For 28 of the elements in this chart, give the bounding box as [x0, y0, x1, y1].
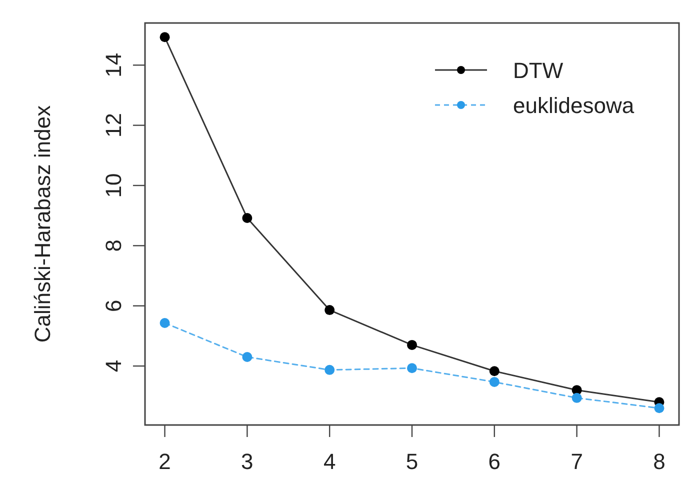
- y-tick-label: 8: [101, 240, 126, 252]
- point: [324, 305, 335, 316]
- x-tick-label: 6: [488, 449, 501, 474]
- legend-label: DTW: [513, 58, 564, 83]
- point: [407, 363, 417, 374]
- x-tick-label: 3: [241, 449, 254, 474]
- x-tick-label: 8: [653, 449, 666, 474]
- y-tick-label: 6: [101, 300, 126, 312]
- y-tick-label: 10: [101, 173, 126, 198]
- y-tick-label: 12: [101, 113, 126, 138]
- x-tick-label: 5: [406, 449, 418, 474]
- point: [572, 392, 582, 403]
- y-axis-title: Caliński-Harabasz index: [30, 105, 55, 343]
- y-tick-label: 14: [101, 52, 126, 78]
- y-tick-label: 4: [101, 360, 126, 372]
- point: [489, 366, 500, 376]
- point: [324, 364, 335, 375]
- point: [242, 212, 252, 223]
- x-tick-label: 4: [323, 449, 336, 474]
- x-tick-label: 2: [158, 449, 171, 474]
- point: [654, 403, 664, 414]
- point: [407, 340, 417, 350]
- x-tick-label: 7: [570, 449, 583, 474]
- point: [242, 352, 252, 362]
- point: [489, 376, 500, 387]
- point: [160, 32, 170, 42]
- legend-label: euklidesowa: [513, 93, 635, 118]
- point: [160, 318, 170, 328]
